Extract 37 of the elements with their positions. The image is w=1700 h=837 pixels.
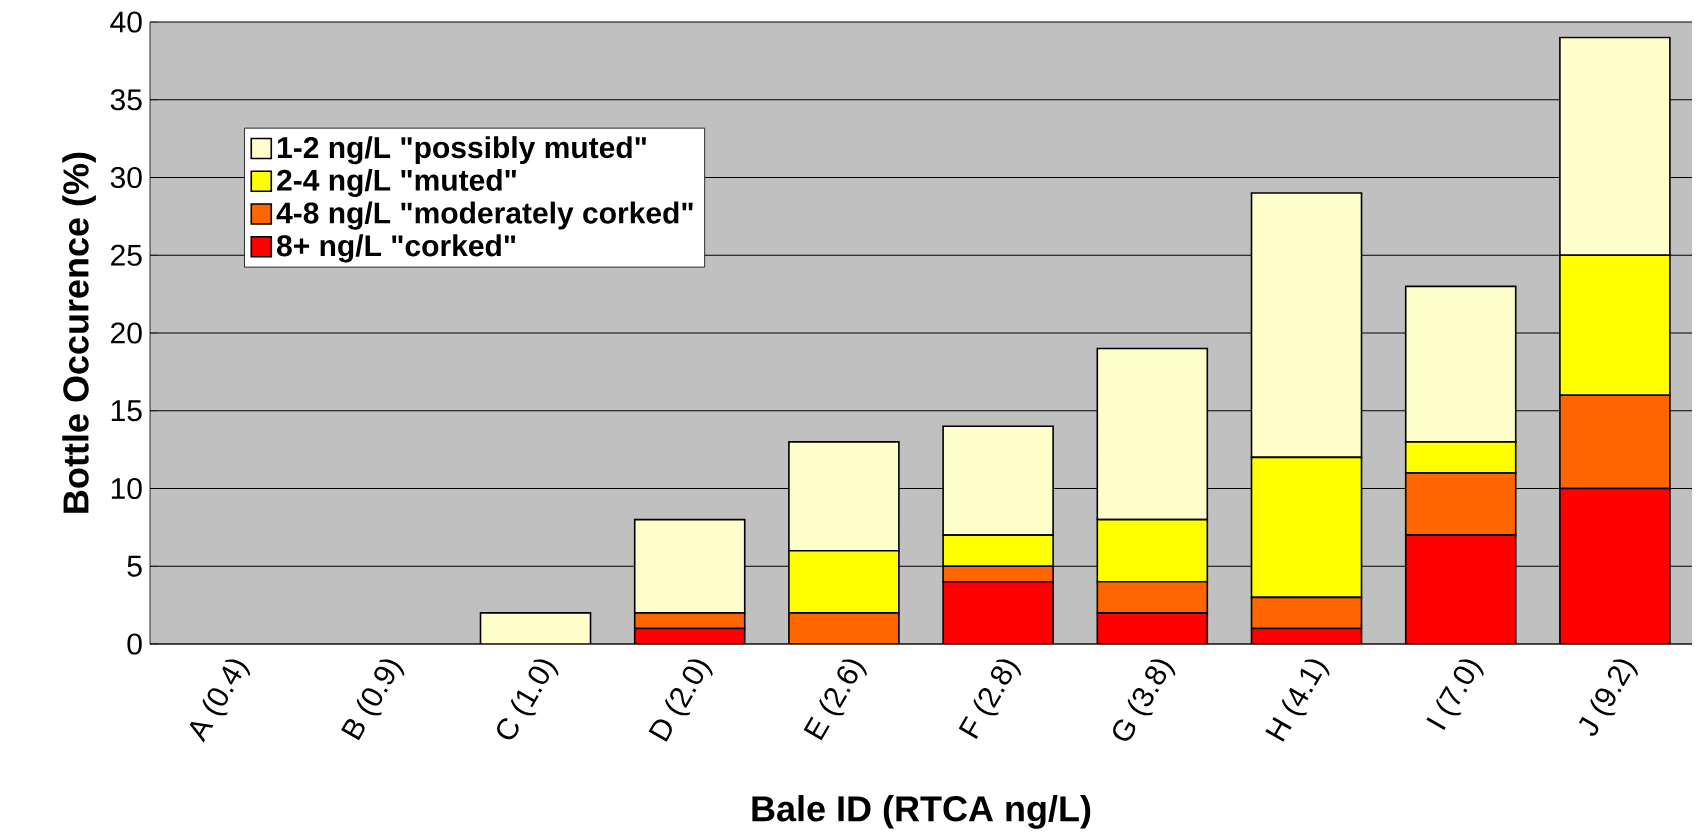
bar bbox=[1096, 347, 1209, 521]
bar bbox=[788, 549, 900, 614]
y-tick-label: 10 bbox=[111, 477, 142, 500]
bar bbox=[788, 612, 900, 644]
bar bbox=[1404, 534, 1517, 644]
bar bbox=[942, 581, 1054, 644]
x-axis-title: Bale ID (RTCA ng/L) bbox=[752, 795, 1091, 829]
legend-label: 1-2 ng/L "possibly muted" bbox=[277, 136, 646, 165]
y-tick-label: 0 bbox=[127, 633, 142, 655]
y-tick-label: 20 bbox=[111, 322, 142, 344]
bar bbox=[1250, 456, 1363, 599]
bar bbox=[1404, 285, 1517, 443]
bar bbox=[633, 518, 746, 614]
y-tick-label: 15 bbox=[111, 400, 142, 422]
bar bbox=[942, 534, 1054, 568]
bar bbox=[479, 612, 592, 644]
bar bbox=[1559, 394, 1671, 490]
bar bbox=[1559, 487, 1671, 644]
legend-label: 4-8 ng/L "moderately corked" bbox=[276, 201, 693, 230]
legend-label: 2-4 ng/L "muted" bbox=[277, 168, 516, 197]
bar bbox=[942, 425, 1054, 536]
bar bbox=[1250, 596, 1363, 630]
y-tick-label: 40 bbox=[110, 11, 142, 33]
y-axis-title: Bottle Occurence (%) bbox=[62, 152, 96, 513]
bar bbox=[1404, 472, 1517, 536]
bar bbox=[1559, 36, 1671, 257]
y-tick-label: 35 bbox=[110, 89, 142, 111]
bar bbox=[788, 441, 900, 552]
bar bbox=[1250, 192, 1363, 459]
y-tick-label: 25 bbox=[111, 244, 142, 266]
y-tick-label: 5 bbox=[127, 555, 142, 577]
legend-label: 8+ ng/L "corked" bbox=[277, 234, 516, 263]
y-tick-label: 30 bbox=[110, 166, 142, 189]
bar bbox=[1096, 518, 1209, 583]
bar bbox=[1096, 581, 1209, 614]
bar bbox=[1096, 612, 1209, 644]
bar bbox=[1404, 441, 1517, 474]
